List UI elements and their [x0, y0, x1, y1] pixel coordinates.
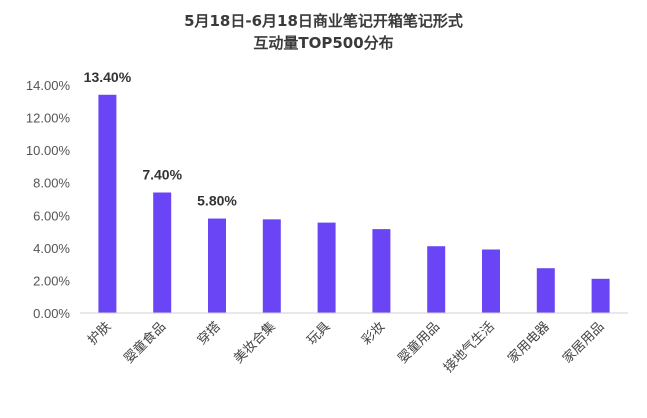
- data-labels: 13.40% 7.40% 5.80%: [84, 69, 238, 209]
- y-tick-label: 4.00%: [33, 241, 70, 256]
- x-tick-label: 婴童用品: [395, 319, 443, 367]
- x-tick-label: 美妆合集: [231, 319, 279, 367]
- y-tick-label: 0.00%: [33, 306, 70, 321]
- y-tick-label: 14.00%: [26, 78, 71, 93]
- y-axis: 0.00% 2.00% 4.00% 6.00% 8.00% 10.00% 12.00% 14.…: [26, 78, 71, 321]
- bar: [482, 249, 500, 313]
- x-tick-label: 家用电器: [505, 319, 553, 367]
- chart-subtitle: 互动量TOP500分布: [253, 34, 394, 52]
- x-tick-label: 玩具: [304, 319, 333, 348]
- bar: [262, 219, 281, 313]
- y-tick-label: 8.00%: [33, 176, 70, 191]
- data-label: 5.80%: [197, 193, 237, 209]
- bar: [317, 222, 336, 313]
- x-tick-label: 彩妆: [359, 319, 388, 348]
- bar: [208, 218, 226, 313]
- bars: [98, 94, 610, 314]
- y-tick-label: 10.00%: [26, 143, 71, 158]
- chart-title: 5月18日-6月18日商业笔记开箱笔记形式: [184, 12, 463, 30]
- bar: [536, 268, 555, 313]
- bar: [427, 246, 446, 313]
- x-tick-label: 婴童食品: [121, 319, 169, 367]
- bar: [372, 229, 391, 313]
- data-label: 7.40%: [142, 166, 182, 182]
- x-tick-label: 接地气生活: [441, 319, 498, 376]
- y-tick-label: 12.00%: [26, 111, 71, 126]
- x-tick-label: 护肤: [85, 319, 114, 348]
- bar: [153, 192, 172, 313]
- y-tick-label: 2.00%: [33, 273, 70, 288]
- bar: [98, 94, 117, 314]
- y-tick-label: 6.00%: [33, 208, 70, 223]
- x-tick-label: 家居用品: [559, 319, 607, 367]
- x-tick-label: 穿搭: [194, 319, 224, 349]
- bar: [591, 278, 610, 313]
- data-label: 13.40%: [84, 69, 132, 85]
